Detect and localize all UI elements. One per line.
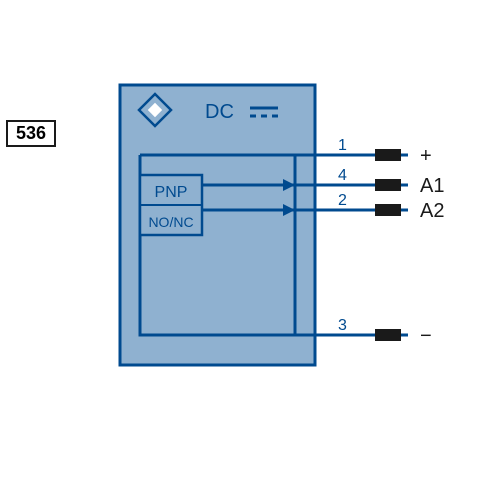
terminal-label: A1	[420, 175, 444, 197]
terminal-block	[375, 204, 401, 216]
wiring-diagram: DC PNP NO/NC 1 +4 A1 2 A2 3 −	[0, 0, 500, 500]
terminal-block	[375, 179, 401, 191]
terminal-label: +	[420, 145, 432, 167]
terminal-label: −	[420, 325, 432, 347]
pnp-label: PNP	[155, 184, 188, 201]
wire-number: 1	[338, 137, 347, 154]
wire-number: 2	[338, 192, 347, 209]
nonc-label: NO/NC	[148, 214, 193, 230]
terminal-label: A2	[420, 200, 444, 222]
wire-number: 3	[338, 317, 347, 334]
terminal-block	[375, 329, 401, 341]
dc-label: DC	[205, 101, 234, 123]
terminal-block	[375, 149, 401, 161]
wire-number: 4	[338, 167, 347, 184]
